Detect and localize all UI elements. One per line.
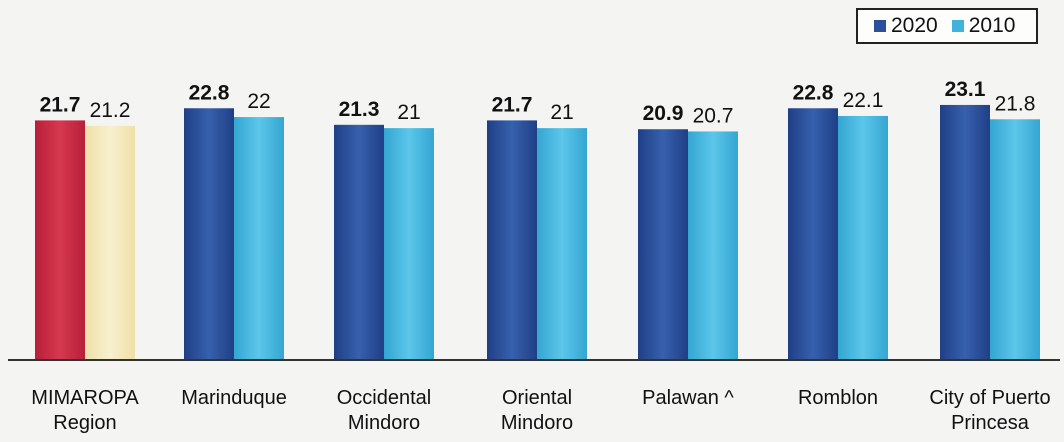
legend-swatch-2010 (951, 20, 964, 32)
category-label-7: City of Puerto Princesa (929, 387, 1051, 434)
legend-label-2020: 2020 (891, 14, 938, 37)
bar-2010-4 (537, 128, 587, 360)
data-label-2020-5: 20.9 (643, 102, 684, 125)
bar-2020-5 (638, 129, 688, 360)
data-label-2020-6: 22.8 (793, 81, 834, 104)
data-label-2020-3: 21.3 (339, 98, 380, 121)
data-label-2020-2: 22.8 (189, 81, 230, 104)
bar-2010-6 (838, 115, 888, 361)
category-label-2: Marinduque (181, 387, 287, 409)
legend-swatch-2020 (874, 20, 886, 32)
bar-2020-2 (184, 108, 234, 360)
bar-2010-2 (234, 117, 284, 360)
bar-2020-7 (940, 104, 990, 360)
bar-2020-3 (334, 124, 384, 360)
data-label-2010-4: 21 (550, 101, 573, 124)
bar-2020-1 (35, 120, 85, 360)
category-label-3: Occidental Mindoro (336, 387, 432, 434)
chart-legend: 2020 2010 (856, 8, 1038, 44)
data-label-2020-7: 23.1 (945, 78, 986, 101)
category-label-1: MIMAROPA Region (31, 387, 139, 434)
data-label-2020-4: 21.7 (492, 93, 533, 116)
bar-2010-1 (85, 125, 135, 361)
legend-item-2010: 2010 (951, 14, 1016, 38)
legend-item-2020: 2020 (874, 14, 938, 38)
legend-label-2010: 2010 (968, 14, 1016, 37)
data-label-2010-2: 22 (247, 90, 270, 113)
category-label-4: Oriental Mindoro (500, 387, 574, 434)
data-label-2010-7: 21.8 (995, 92, 1036, 115)
bar-2020-6 (788, 108, 838, 360)
data-label-2020-1: 21.7 (40, 93, 81, 116)
bar-2010-7 (990, 119, 1040, 361)
category-label-5: Palawan ^ (642, 387, 734, 409)
bar-2010-3 (384, 128, 434, 360)
bar-2010-5 (688, 131, 738, 360)
category-label-6: Romblon (797, 387, 879, 409)
data-label-2010-5: 20.7 (693, 104, 734, 127)
data-label-2010-3: 21 (397, 101, 420, 124)
data-label-2010-1: 21.2 (90, 99, 131, 122)
data-label-2010-6: 22.1 (843, 89, 884, 112)
bar-2020-4 (487, 120, 537, 360)
